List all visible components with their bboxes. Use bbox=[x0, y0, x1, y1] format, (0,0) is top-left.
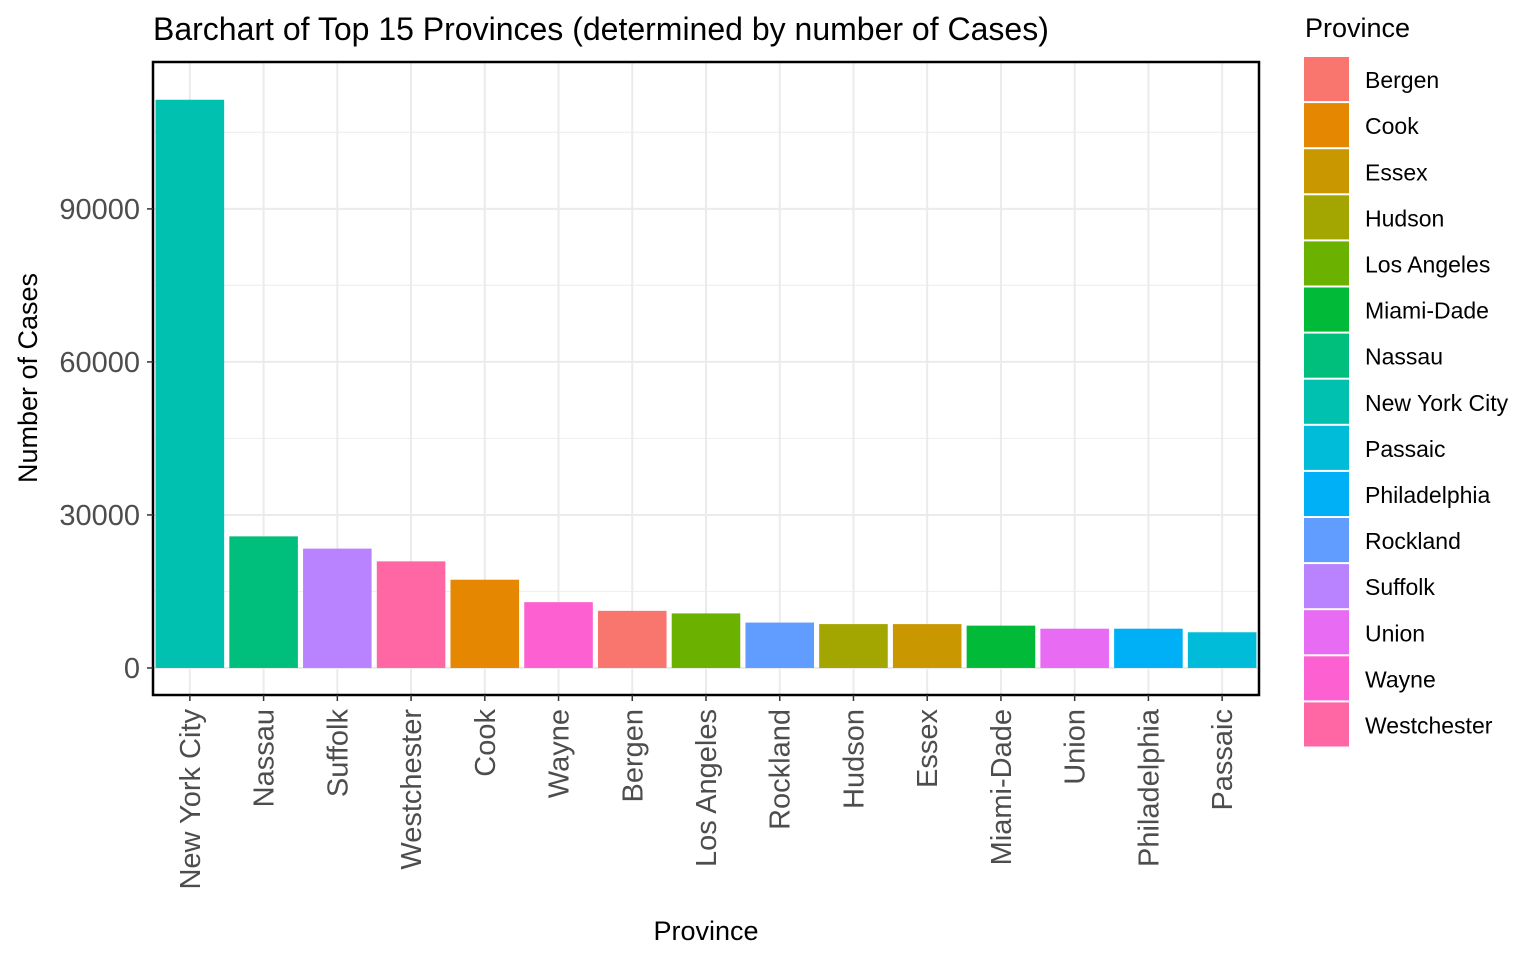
legend-key bbox=[1304, 57, 1349, 102]
y-axis-ticks: 0 30000 60000 90000 bbox=[59, 194, 153, 685]
legend-label: Nassau bbox=[1365, 344, 1443, 370]
legend-key bbox=[1304, 195, 1349, 240]
x-tick-label: Rockland bbox=[765, 709, 797, 830]
x-tick-label: Los Angeles bbox=[691, 709, 723, 867]
x-tick-label: Westchester bbox=[396, 709, 428, 870]
legend-key bbox=[1304, 610, 1349, 655]
legend-label: Hudson bbox=[1365, 205, 1444, 231]
bar-rockland bbox=[745, 622, 815, 668]
legend-label: Bergen bbox=[1365, 67, 1439, 93]
bar-los-angeles bbox=[671, 613, 741, 668]
legend-key bbox=[1304, 103, 1349, 148]
legend-key bbox=[1304, 471, 1349, 516]
legend-key bbox=[1304, 149, 1349, 194]
x-tick-label: Union bbox=[1060, 709, 1092, 785]
x-tick-label: Bergen bbox=[617, 709, 649, 803]
legend-label: Passaic bbox=[1365, 436, 1446, 462]
y-axis-title: Number of Cases bbox=[13, 273, 43, 483]
gridlines bbox=[153, 62, 1259, 695]
legend-title: Province bbox=[1305, 13, 1410, 43]
legend-label: Rockland bbox=[1365, 528, 1461, 554]
x-tick-label: Nassau bbox=[249, 709, 281, 807]
x-tick-label: Cook bbox=[470, 709, 502, 777]
x-tick-label: Essex bbox=[912, 709, 944, 788]
x-axis-title: Province bbox=[653, 916, 758, 946]
legend: Bergen Cook Essex Hudson Los Angeles Miami-Da… bbox=[1304, 57, 1509, 747]
bar-new-york-city bbox=[155, 99, 225, 668]
legend-label: Union bbox=[1365, 620, 1425, 646]
legend-label: Miami-Dade bbox=[1365, 298, 1489, 324]
bar-westchester bbox=[376, 561, 446, 668]
legend-key bbox=[1304, 518, 1349, 563]
y-tick-label: 0 bbox=[124, 653, 140, 685]
bar-passaic bbox=[1187, 632, 1257, 668]
legend-key bbox=[1304, 287, 1349, 332]
bars bbox=[155, 99, 1257, 668]
x-tick-label: Passaic bbox=[1207, 709, 1239, 811]
legend-key bbox=[1304, 564, 1349, 609]
legend-label: Los Angeles bbox=[1365, 251, 1490, 277]
x-tick-label: Miami-Dade bbox=[986, 709, 1018, 865]
legend-key bbox=[1304, 656, 1349, 701]
bar-union bbox=[1040, 628, 1109, 668]
y-tick-label: 90000 bbox=[59, 194, 140, 226]
legend-key bbox=[1304, 425, 1349, 470]
legend-label: New York City bbox=[1365, 390, 1509, 416]
legend-label: Westchester bbox=[1365, 712, 1493, 738]
x-tick-label: Philadelphia bbox=[1133, 708, 1165, 867]
y-tick-label: 30000 bbox=[59, 500, 140, 532]
legend-label: Suffolk bbox=[1365, 574, 1435, 600]
bar-miami-dade bbox=[966, 625, 1036, 668]
y-tick-label: 60000 bbox=[59, 347, 140, 379]
bar-hudson bbox=[819, 624, 888, 668]
legend-label: Wayne bbox=[1365, 666, 1436, 692]
legend-label: Philadelphia bbox=[1365, 482, 1491, 508]
bar-suffolk bbox=[303, 548, 372, 668]
x-tick-label: Wayne bbox=[544, 709, 576, 798]
x-tick-label: Suffolk bbox=[322, 709, 354, 798]
x-tick-label: Hudson bbox=[838, 709, 870, 809]
legend-key bbox=[1304, 333, 1349, 378]
bar-cook bbox=[450, 579, 520, 668]
bar-bergen bbox=[597, 610, 667, 668]
bar-essex bbox=[892, 624, 962, 668]
legend-label: Cook bbox=[1365, 113, 1419, 139]
legend-key bbox=[1304, 241, 1349, 286]
bar-wayne bbox=[524, 602, 593, 668]
legend-key bbox=[1304, 379, 1349, 424]
legend-key bbox=[1304, 702, 1349, 747]
x-axis-ticks: New York City Nassau Suffolk Westchester Coo… bbox=[175, 695, 1239, 890]
x-tick-label: New York City bbox=[175, 709, 207, 890]
bar-philadelphia bbox=[1114, 628, 1183, 668]
bar-nassau bbox=[229, 536, 298, 668]
chart-title: Barchart of Top 15 Provinces (determined… bbox=[153, 11, 1049, 47]
legend-label: Essex bbox=[1365, 159, 1428, 185]
